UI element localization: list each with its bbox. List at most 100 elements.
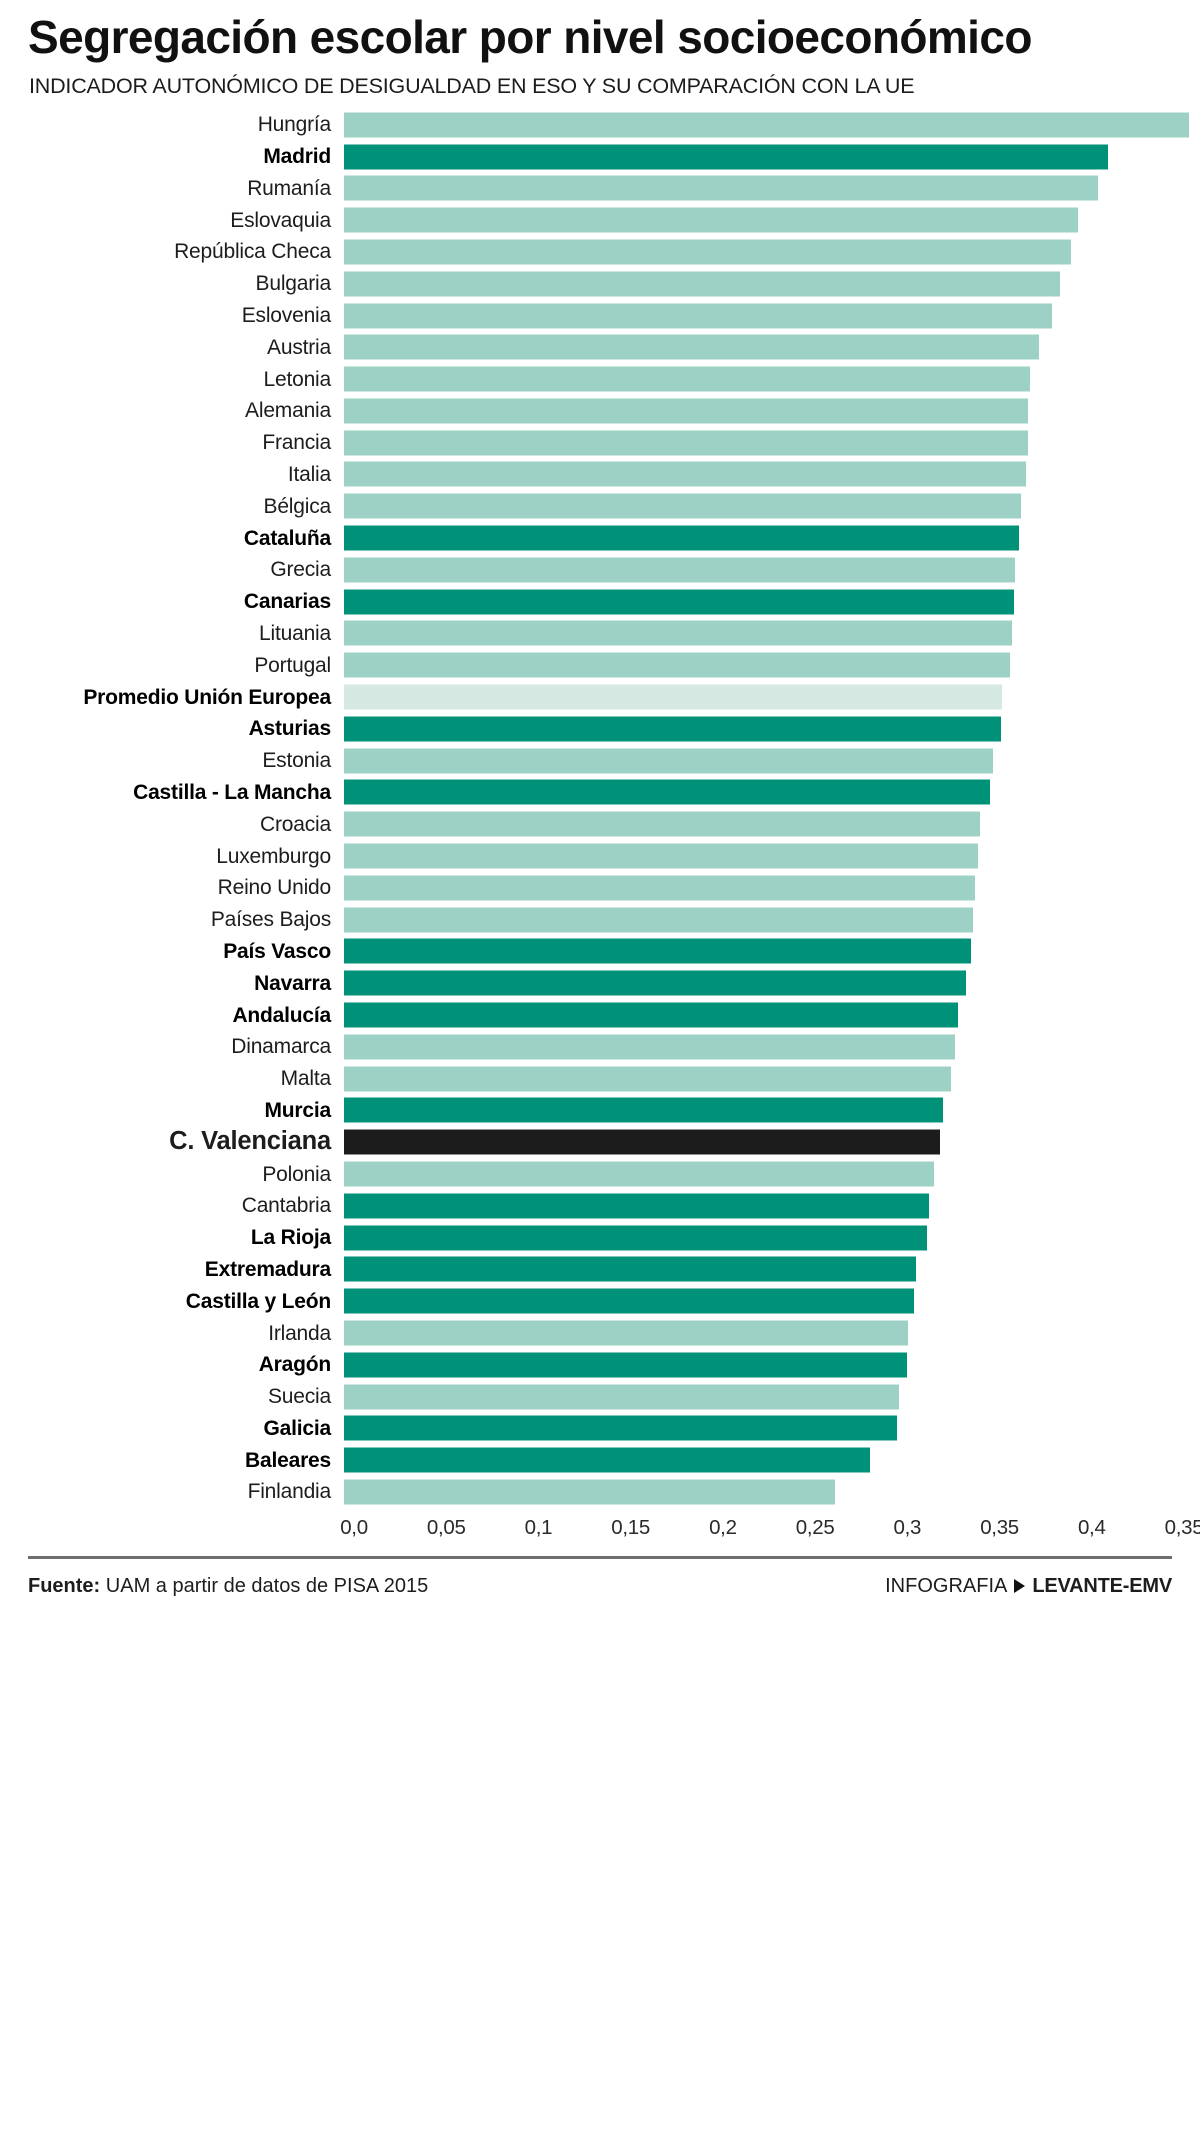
bar-track [344, 268, 1174, 300]
bar-label: Polonia [262, 1162, 331, 1186]
bar [344, 1256, 916, 1282]
bar-label: Cataluña [243, 526, 331, 550]
chart-row: Murcia [26, 1095, 1174, 1127]
bar-label: Navarra [254, 971, 331, 995]
chart-row: Hungría [26, 109, 1189, 141]
bar-label: Aragón [258, 1353, 332, 1377]
bar-track [344, 1444, 1174, 1476]
bar-track [344, 1190, 1174, 1222]
chart-row: País Vasco [26, 936, 1174, 968]
bar-track [344, 713, 1174, 745]
axis-tick-label: 0,2 [709, 1515, 737, 1539]
triangle-right-icon [1014, 1579, 1026, 1594]
chart-row: Cantabria [26, 1190, 1174, 1222]
chart-row: Castilla - La Mancha [26, 777, 1174, 809]
chart-row: Aragón [26, 1349, 1174, 1381]
bar-label: Galicia [263, 1416, 332, 1440]
bar [344, 144, 1108, 170]
bar-track [344, 967, 1174, 999]
bar-label: Estonia [262, 749, 331, 773]
chart-row: Castilla y León [26, 1285, 1174, 1317]
bar [344, 1447, 870, 1473]
bar [344, 1193, 929, 1219]
bar-track [344, 808, 1174, 840]
bar-label: Francia [262, 431, 331, 455]
bar-track [344, 1285, 1174, 1317]
source-note: Fuente: UAM a partir de datos de PISA 20… [28, 1575, 428, 1598]
bar [344, 1034, 955, 1060]
chart-row: Canarias [26, 586, 1174, 618]
bar-track [344, 522, 1174, 554]
bar [344, 1129, 940, 1155]
axis-tick-label: 0,0 [340, 1515, 368, 1539]
credit-word: INFOGRAFIA [885, 1574, 1008, 1597]
chart-row: Eslovenia [26, 300, 1174, 332]
chart-row: Baleares [26, 1444, 1174, 1476]
bar-label: Andalucía [232, 1003, 331, 1027]
bar-track [344, 109, 1189, 141]
chart-row: Bulgaria [26, 268, 1174, 300]
bar-track [344, 1381, 1174, 1413]
bar-label: Croacia [260, 812, 331, 836]
chart-row: Croacia [26, 808, 1174, 840]
chart-row: Estonia [26, 745, 1174, 777]
axis-tick-label: 0,4 [1077, 1515, 1106, 1539]
bar-track [344, 777, 1174, 809]
bar [344, 811, 981, 837]
axis-tick-label: 0,05 [426, 1515, 466, 1539]
bar [344, 493, 1021, 519]
bar-chart: Hungría Madrid Rumanía Eslovaquia República … [26, 109, 1189, 1508]
chart-row: Polonia [26, 1158, 1174, 1190]
chart-row: Extremadura [26, 1254, 1174, 1286]
bar [344, 461, 1027, 487]
chart-row: Reino Unido [26, 872, 1174, 904]
chart-row: Finlandia [26, 1476, 1174, 1508]
bar-label: Madrid [263, 145, 331, 169]
chart-row: Portugal [26, 649, 1174, 681]
bar-track [344, 172, 1174, 204]
bar-label: Castilla y León [185, 1289, 331, 1313]
bar [344, 1288, 914, 1314]
bar-label: Cantabria [241, 1194, 331, 1218]
bar [344, 525, 1020, 551]
bar [344, 303, 1053, 328]
bar [344, 1225, 927, 1251]
chart-row: Alemania [26, 395, 1174, 427]
page-subtitle: INDICADOR AUTONÓMICO DE DESIGUALDAD EN E… [29, 73, 915, 98]
bar-track [344, 236, 1174, 268]
bar-track [344, 554, 1174, 586]
bar-label: Portugal [254, 653, 331, 677]
bar-label: La Rioja [250, 1226, 331, 1250]
bar-track [344, 1413, 1174, 1445]
bar-track [344, 300, 1174, 332]
bar-label: Rumanía [247, 176, 331, 200]
bar-label: Eslovenia [241, 304, 331, 327]
bar-track [344, 331, 1174, 363]
bar-track [344, 1063, 1174, 1095]
bar-label: Bulgaria [255, 272, 332, 296]
bar-track [344, 904, 1174, 936]
bar [344, 1320, 909, 1346]
bar [344, 652, 1010, 678]
bar-track [344, 1317, 1174, 1349]
bar [344, 1002, 959, 1028]
bar-track [344, 618, 1174, 650]
bar [344, 557, 1016, 583]
bar-label: Baleares [245, 1448, 331, 1472]
bar-track [344, 745, 1174, 777]
bar [344, 748, 994, 774]
bar [344, 398, 1029, 424]
bar-track [344, 586, 1174, 618]
axis-tick-label: 0,3 [893, 1515, 922, 1539]
bar-track [344, 840, 1174, 872]
bar-label: Promedio Unión Europea [83, 685, 331, 709]
chart-row: Promedio Unión Europea [26, 681, 1174, 713]
bar [344, 875, 975, 901]
bar-track [344, 649, 1174, 681]
bar-track [344, 1031, 1174, 1063]
bar-track [344, 681, 1174, 713]
chart-row: Irlanda [26, 1317, 1174, 1349]
bar [344, 1352, 907, 1378]
chart-row: Austria [26, 331, 1174, 363]
bar [344, 716, 1001, 742]
